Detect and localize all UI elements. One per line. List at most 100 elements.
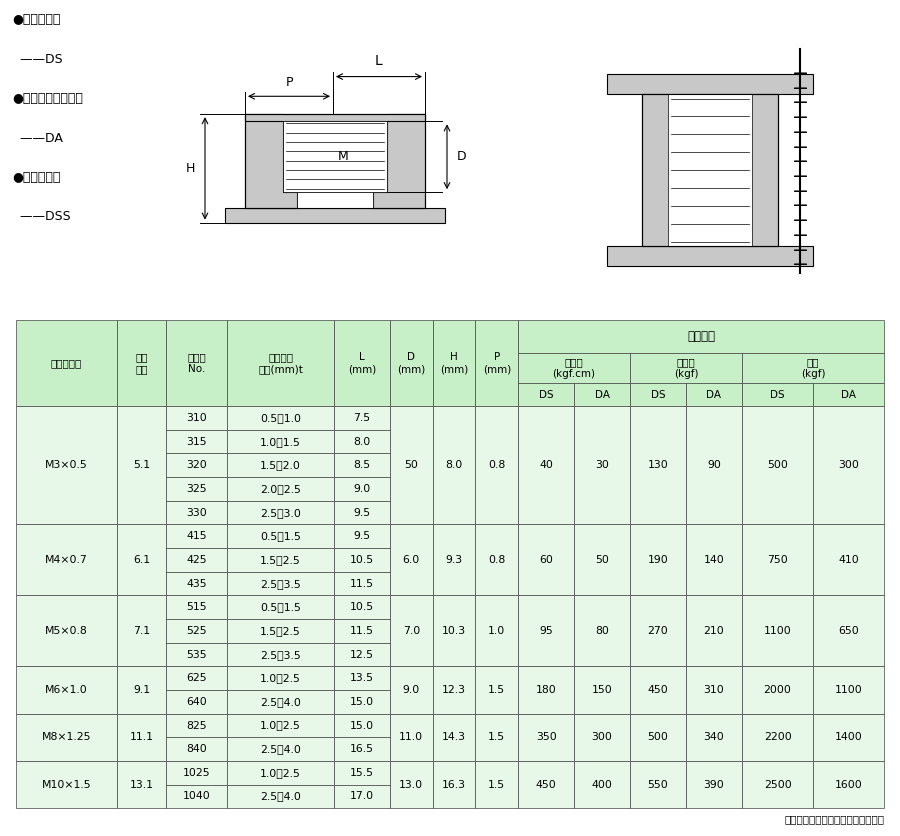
Text: 9.0: 9.0	[354, 484, 371, 494]
Bar	[166, 406, 227, 430]
Text: 0.8: 0.8	[488, 461, 506, 471]
Bar	[334, 524, 390, 548]
Bar	[15, 320, 117, 406]
Bar	[518, 714, 574, 761]
Text: M4×0.7: M4×0.7	[45, 555, 88, 565]
Text: 2.5～4.0: 2.5～4.0	[260, 744, 302, 754]
Text: 30: 30	[595, 461, 609, 471]
Text: 2500: 2500	[764, 780, 791, 790]
Bar	[475, 595, 518, 666]
Text: DA: DA	[842, 390, 856, 400]
Bar	[227, 406, 334, 430]
Bar	[15, 714, 117, 761]
Text: 引張
(kgf): 引張 (kgf)	[801, 357, 825, 380]
Text: 640: 640	[186, 697, 207, 707]
Text: 8.0: 8.0	[354, 436, 371, 446]
Text: トルク
(kgf.cm): トルク (kgf.cm)	[553, 357, 596, 380]
Bar	[814, 595, 885, 666]
Bar	[390, 595, 433, 666]
Text: 1040: 1040	[183, 792, 211, 802]
Bar	[742, 714, 814, 761]
Bar	[334, 477, 390, 501]
Bar	[166, 524, 227, 548]
Bar	[630, 714, 686, 761]
Bar	[227, 477, 334, 501]
Text: 50: 50	[595, 555, 609, 565]
Bar	[245, 115, 425, 208]
Text: 8.0: 8.0	[446, 461, 463, 471]
Text: 15.0: 15.0	[350, 721, 374, 731]
Text: 1.5～2.0: 1.5～2.0	[260, 461, 302, 471]
Text: 8.5: 8.5	[354, 461, 371, 471]
Text: 210: 210	[704, 626, 725, 636]
Text: 1100: 1100	[764, 626, 791, 636]
Text: 40: 40	[539, 461, 554, 471]
Bar	[814, 761, 885, 808]
Bar	[227, 320, 334, 406]
Bar	[15, 595, 117, 666]
Bar	[607, 247, 813, 266]
Text: 13.1: 13.1	[130, 780, 154, 790]
Text: 9.0: 9.0	[402, 685, 420, 695]
Bar	[475, 714, 518, 761]
Bar	[433, 761, 475, 808]
Text: せん断
(kgf): せん断 (kgf)	[674, 357, 698, 380]
Bar	[390, 524, 433, 595]
Bar	[334, 690, 390, 714]
Bar	[433, 714, 475, 761]
Bar	[518, 320, 885, 353]
Text: 310: 310	[186, 413, 207, 423]
Bar	[686, 524, 742, 595]
Bar	[433, 524, 475, 595]
Bar	[518, 353, 630, 384]
Bar	[814, 406, 885, 524]
Bar	[814, 666, 885, 714]
Bar	[334, 572, 390, 595]
Text: 330: 330	[186, 507, 207, 517]
Bar	[166, 548, 227, 572]
Text: DS: DS	[770, 390, 785, 400]
Bar	[814, 524, 885, 595]
Text: 840: 840	[186, 744, 207, 754]
Bar	[686, 666, 742, 714]
Text: M3×0.5: M3×0.5	[45, 461, 88, 471]
Bar	[227, 643, 334, 666]
Text: 650: 650	[839, 626, 860, 636]
Bar	[227, 501, 334, 524]
Bar	[227, 619, 334, 643]
Bar	[15, 406, 117, 524]
Bar	[334, 761, 390, 785]
Bar	[227, 666, 334, 690]
Bar	[630, 761, 686, 808]
Bar	[574, 714, 630, 761]
Bar	[334, 643, 390, 666]
Text: H
(mm): H (mm)	[440, 352, 468, 375]
Bar	[117, 524, 166, 595]
Bar	[227, 737, 334, 761]
Bar	[166, 572, 227, 595]
Text: ——DA: ——DA	[12, 131, 63, 145]
Bar	[390, 406, 433, 524]
Bar	[227, 524, 334, 548]
Text: 310: 310	[704, 685, 725, 695]
Bar	[814, 384, 885, 406]
Bar	[742, 406, 814, 524]
Text: 9.5: 9.5	[354, 532, 371, 541]
Text: 1400: 1400	[835, 732, 863, 742]
Text: 410: 410	[839, 555, 860, 565]
Bar	[574, 384, 630, 406]
Bar	[334, 501, 390, 524]
Text: H: H	[185, 162, 195, 175]
Text: 0.5～1.0: 0.5～1.0	[260, 413, 302, 423]
Text: 9.5: 9.5	[354, 507, 371, 517]
Text: D
(mm): D (mm)	[397, 352, 426, 375]
Text: 11.1: 11.1	[130, 732, 154, 742]
Text: ●スティール: ●スティール	[12, 13, 60, 27]
Bar	[518, 406, 574, 524]
Bar	[518, 761, 574, 808]
Bar	[390, 714, 433, 761]
Text: 7.5: 7.5	[354, 413, 371, 423]
Text: 300: 300	[591, 732, 613, 742]
Bar	[227, 572, 334, 595]
Bar	[117, 406, 166, 524]
